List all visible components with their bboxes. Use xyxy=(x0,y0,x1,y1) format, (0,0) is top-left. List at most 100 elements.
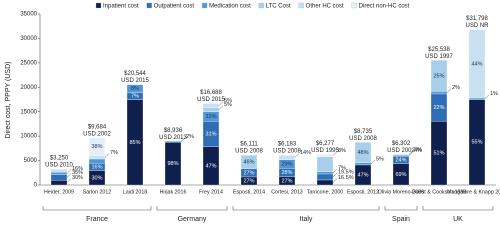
bar-segment xyxy=(392,154,410,156)
y-tick-label: 35000 xyxy=(20,12,37,18)
segment-label: 30% xyxy=(72,175,83,181)
leader-line xyxy=(66,173,72,178)
total-note: USD 2015 xyxy=(121,78,149,84)
segment-label: 31% xyxy=(205,131,216,137)
segment-label: 12% xyxy=(205,114,216,120)
bar-segment xyxy=(316,173,334,181)
legend-swatch xyxy=(95,2,102,9)
legend-swatch xyxy=(146,2,152,9)
segment-label: 29% xyxy=(281,161,292,167)
segment-label: 5% xyxy=(224,102,232,108)
bar-segment xyxy=(430,91,448,95)
group-label: France xyxy=(86,216,108,223)
x-tick-label: Sarlon 2012 xyxy=(83,189,112,195)
bar-segment xyxy=(468,97,486,100)
segment-label: 69% xyxy=(395,172,406,178)
leader-line xyxy=(370,159,376,165)
total-note: USD 2015 xyxy=(197,97,225,103)
x-tick-label: Esposti, 2014 xyxy=(233,189,265,195)
bar-segment xyxy=(50,168,68,173)
segment-label: 28% xyxy=(281,170,292,176)
bar-segment xyxy=(316,171,334,175)
segment-label: 22% xyxy=(433,105,444,111)
x-tick-label: Guest & Cookson 1999 xyxy=(412,189,467,195)
segment-label: 5% xyxy=(376,156,384,162)
segment-label: 16% xyxy=(72,166,83,172)
bar-segment xyxy=(354,142,372,163)
segment-label: 44% xyxy=(471,61,482,67)
group-bracket xyxy=(156,206,228,211)
y-tick-label: 10000 xyxy=(20,134,37,140)
segment-label: 27% xyxy=(243,178,254,184)
y-tick-label: 5000 xyxy=(24,158,38,164)
group-label: Spain xyxy=(392,216,410,223)
y-tick-label: 0 xyxy=(34,183,38,189)
legend-label: Other HC cost xyxy=(306,4,344,10)
bar-segment xyxy=(202,107,220,112)
group-bracket xyxy=(232,206,380,211)
bar-segment xyxy=(316,156,334,172)
segment-label: 14% xyxy=(300,150,311,156)
x-tick-label: Heider, 2009 xyxy=(44,189,74,195)
x-tick-label: Cortesi, 2013 xyxy=(271,189,303,195)
total-note: USD 2013 xyxy=(159,135,187,141)
leader-line xyxy=(66,178,72,183)
total-label: $31,798 xyxy=(466,16,488,22)
total-label: $6,277 xyxy=(316,141,335,147)
total-note: USD 2008 xyxy=(235,149,263,155)
bar-segment xyxy=(88,137,106,156)
segment-label: 51% xyxy=(433,151,444,157)
segment-label: 85% xyxy=(129,140,140,146)
segment-label: 19.5% xyxy=(338,169,354,175)
y-tick-label: 20000 xyxy=(20,85,37,91)
bar-segment xyxy=(316,154,334,157)
segment-label: 24% xyxy=(395,158,406,164)
legend-swatch xyxy=(298,2,304,9)
total-note: USD NR xyxy=(465,23,489,29)
legend-swatch xyxy=(201,2,208,9)
segment-label: 7% xyxy=(131,94,139,100)
leader-line xyxy=(332,151,338,156)
bar-segment xyxy=(50,174,68,181)
group-bracket xyxy=(384,206,418,211)
segment-label: 35% xyxy=(72,170,83,176)
segment-label: 8% xyxy=(338,148,346,154)
total-note: USD 2010 xyxy=(45,163,73,169)
total-label: $6,111 xyxy=(240,142,258,148)
bar-segment xyxy=(278,155,296,160)
segment-label: 27% xyxy=(281,178,292,184)
total-label: $6,302 xyxy=(392,141,411,147)
x-tick-label: Laidi 2018 xyxy=(123,189,148,195)
bar-segment xyxy=(202,103,220,108)
total-label: $20,544 xyxy=(124,71,146,77)
segment-label: 3% xyxy=(414,147,422,153)
leader-line xyxy=(332,178,338,183)
segment-label: 5% xyxy=(224,98,232,104)
legend-label: Medication cost xyxy=(209,4,251,10)
segment-label: 47% xyxy=(205,163,216,169)
bar-segment xyxy=(354,162,372,166)
leader-line xyxy=(218,101,224,106)
total-label: $8,936 xyxy=(164,128,183,134)
bar-segment xyxy=(164,141,182,143)
total-label: $3,250 xyxy=(50,156,69,162)
segment-label: 4% xyxy=(414,148,422,154)
x-tick-label: Tarricone, 2000 xyxy=(307,189,344,195)
segment-label: 30% xyxy=(91,175,102,181)
bar-segment xyxy=(316,179,334,186)
leader-line xyxy=(446,88,452,93)
bar-segment xyxy=(50,171,68,175)
bar-segment xyxy=(240,154,258,170)
leader-line xyxy=(294,153,300,158)
segment-label: 7% xyxy=(338,165,346,171)
leader-line xyxy=(218,105,224,110)
x-tick-label: Hirjak 2016 xyxy=(160,189,187,195)
legend-swatch xyxy=(258,2,264,9)
group-bracket xyxy=(422,206,494,211)
segment-label: 7% xyxy=(110,150,118,156)
y-tick-label: 25000 xyxy=(20,60,37,66)
group-label: Germany xyxy=(178,216,207,223)
legend-label: Direct non-HC cost xyxy=(359,4,410,10)
segment-label: 48% xyxy=(357,150,368,156)
bar-segment xyxy=(126,84,144,93)
